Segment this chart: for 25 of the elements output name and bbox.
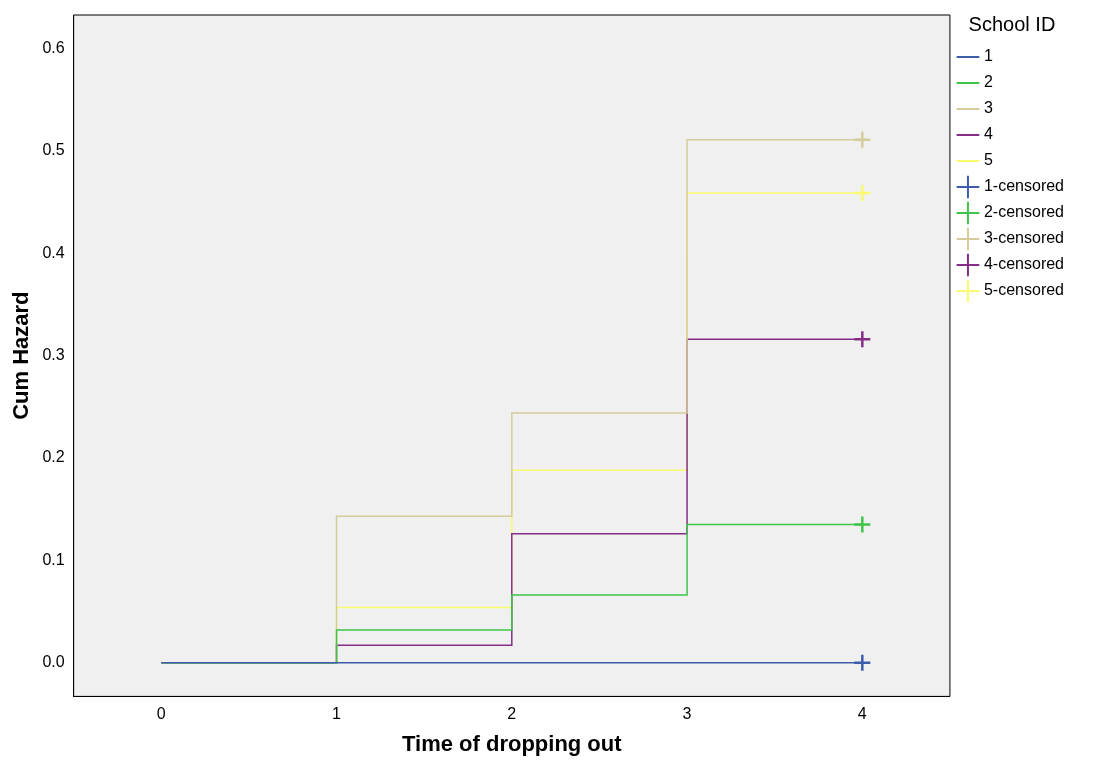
x-tick-label: 3 <box>682 705 692 723</box>
legend-label: 5 <box>983 151 993 169</box>
y-tick-label: 0.1 <box>42 550 65 568</box>
x-axis-title: Time of dropping out <box>402 730 623 756</box>
legend-label: 3 <box>983 99 993 117</box>
x-tick-label: 0 <box>156 705 166 723</box>
y-tick-label: 0.3 <box>42 346 65 364</box>
legend-label: 5-censored <box>983 281 1064 299</box>
x-tick-label: 4 <box>857 705 867 723</box>
x-tick-label: 1 <box>332 705 342 723</box>
legend-title: School ID <box>968 12 1056 35</box>
y-axis-title: Cum Hazard <box>8 291 34 420</box>
legend-label: 4-censored <box>983 255 1064 273</box>
y-tick-label: 0.4 <box>42 243 65 261</box>
legend-label: 2-censored <box>983 203 1064 221</box>
legend-label: 4 <box>983 125 993 143</box>
legend-label: 3-censored <box>983 229 1064 247</box>
legend-label: 1 <box>983 47 993 65</box>
y-tick-label: 0.6 <box>42 39 65 57</box>
legend-label: 1-censored <box>983 177 1064 195</box>
y-tick-label: 0.5 <box>42 141 65 159</box>
x-tick-label: 2 <box>507 705 517 723</box>
legend-label: 2 <box>983 73 993 91</box>
y-tick-label: 0.2 <box>42 448 65 466</box>
y-tick-label: 0.0 <box>42 653 65 671</box>
